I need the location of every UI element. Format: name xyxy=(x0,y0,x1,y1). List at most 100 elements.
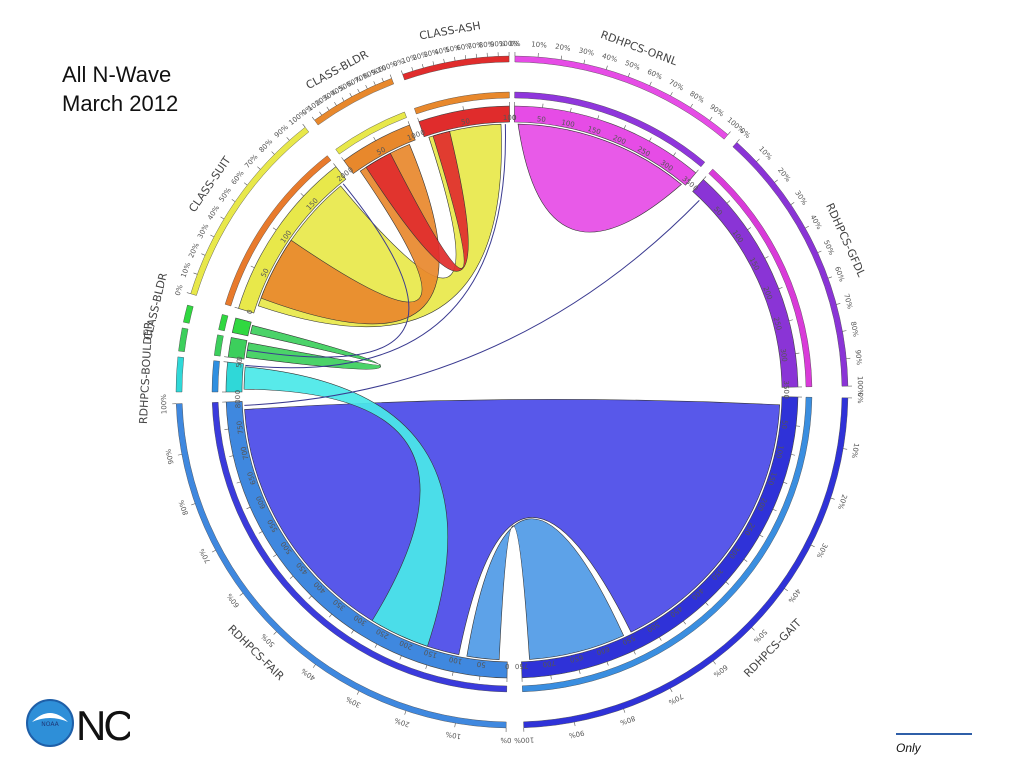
percent-label: 0% xyxy=(509,40,521,48)
percent-label: 0% xyxy=(856,392,864,404)
slide-title: All N-Wave March 2012 xyxy=(62,60,178,118)
segment-outer-arc-green1 xyxy=(214,334,224,357)
percent-label: 40% xyxy=(808,213,823,231)
tick-mark xyxy=(703,176,707,180)
percent-tick-mark xyxy=(381,77,384,82)
percent-label: 20% xyxy=(412,50,429,62)
percent-tick-mark xyxy=(810,544,815,548)
tick-mark xyxy=(399,655,402,660)
percent-label: 10% xyxy=(531,40,547,49)
footer-note: Only xyxy=(896,741,921,755)
percent-tick-mark xyxy=(751,627,755,631)
tick-mark xyxy=(272,227,277,231)
tick-mark xyxy=(373,136,376,141)
tick-mark xyxy=(258,531,263,534)
percent-tick-mark xyxy=(349,93,352,97)
segment-arc-suit xyxy=(238,166,347,314)
noaa-badge-icon xyxy=(26,699,74,747)
tick-label: 150 xyxy=(586,125,601,137)
percent-tick-mark xyxy=(177,454,182,456)
segment-arc-bldr xyxy=(343,124,416,174)
tick-mark xyxy=(778,287,783,290)
tick-label: 50 xyxy=(260,267,271,279)
footer-divider xyxy=(896,733,972,735)
percent-label: 40% xyxy=(206,204,221,222)
tick-label: 750 xyxy=(235,420,245,434)
tick-mark xyxy=(341,157,345,161)
tick-label: 100 xyxy=(448,655,463,666)
tick-label: 350 xyxy=(782,380,790,394)
segment-label-green2: CLASS-BLDR xyxy=(141,271,170,341)
percent-label: 90% xyxy=(568,729,585,740)
percent-label: 70% xyxy=(842,293,854,310)
segment-percent-arc-ash xyxy=(402,55,510,81)
percent-label: 60% xyxy=(833,265,846,283)
segment-percent-arc-ornl xyxy=(514,55,729,140)
tick-mark xyxy=(308,595,312,600)
percent-label: 50% xyxy=(822,239,836,257)
tick-mark xyxy=(788,319,793,322)
percent-label: 60% xyxy=(646,68,664,82)
tick-mark xyxy=(725,581,730,585)
logo-text: NC xyxy=(76,702,130,748)
tick-mark xyxy=(578,669,581,674)
percent-label: 10% xyxy=(180,261,193,279)
percent-label: 20% xyxy=(776,166,792,183)
chord-ribbon xyxy=(517,123,682,233)
percent-tick-mark xyxy=(220,216,225,220)
percent-tick-mark xyxy=(257,166,261,170)
chord-ribbon xyxy=(245,324,381,370)
percent-tick-mark xyxy=(830,497,835,500)
tick-label: 600 xyxy=(595,644,610,656)
percent-tick-mark xyxy=(357,88,360,93)
tick-mark xyxy=(791,454,796,456)
tick-label: 0 xyxy=(512,114,517,122)
tick-mark xyxy=(234,306,239,309)
percent-tick-mark xyxy=(411,67,414,72)
percent-label: 40% xyxy=(434,46,451,57)
tick-label: 800 xyxy=(234,395,242,409)
noaa-badge-text: NOAA xyxy=(41,721,59,728)
tick-label: 700 xyxy=(239,446,250,461)
chord-ribbons xyxy=(243,123,781,661)
tick-label: 50 xyxy=(235,359,244,369)
segment-outer-arc-ornl xyxy=(514,91,706,168)
segment-outer-arc-boulder xyxy=(211,360,220,393)
slide-title-line-2: March 2012 xyxy=(62,91,179,116)
tick-label: 0 xyxy=(236,356,244,361)
segment-arc-green2 xyxy=(231,317,252,337)
segment-percent-arc-suit xyxy=(190,126,310,296)
percent-tick-mark xyxy=(334,101,337,106)
segment-percent-arc-gfdl xyxy=(732,142,849,387)
tick-mark xyxy=(772,508,777,512)
percent-tick-mark xyxy=(273,631,277,635)
percent-label: 100% xyxy=(514,735,535,744)
percent-tick-mark xyxy=(193,272,198,275)
percent-tick-mark xyxy=(201,253,206,256)
tick-label: 50 xyxy=(461,117,471,126)
percent-tick-mark xyxy=(623,708,626,713)
tick-mark xyxy=(683,620,686,625)
slide-title-line-1: All N-Wave xyxy=(62,62,172,87)
percent-tick-mark xyxy=(843,448,848,450)
percent-tick-mark xyxy=(736,139,740,143)
percent-tick-mark xyxy=(432,61,435,66)
tick-mark xyxy=(333,163,337,167)
tick-label: 50 xyxy=(476,660,486,669)
percent-tick-mark xyxy=(454,723,456,728)
tick-label: 100 xyxy=(561,118,576,129)
tick-mark xyxy=(633,650,636,655)
percent-tick-mark xyxy=(709,116,713,121)
noaa-gull-icon xyxy=(32,713,68,722)
percent-label: 70% xyxy=(667,692,685,707)
percent-tick-mark xyxy=(186,292,191,295)
percent-tick-mark xyxy=(373,81,376,86)
percent-tick-mark xyxy=(286,137,290,141)
percent-tick-mark xyxy=(606,65,608,70)
segment-label-boulder: RDHPCS-BOULDER xyxy=(137,321,155,424)
tick-mark xyxy=(726,200,731,204)
tick-label: 0 xyxy=(505,662,510,670)
tick-mark xyxy=(743,559,748,562)
percent-label: 90% xyxy=(165,448,176,465)
